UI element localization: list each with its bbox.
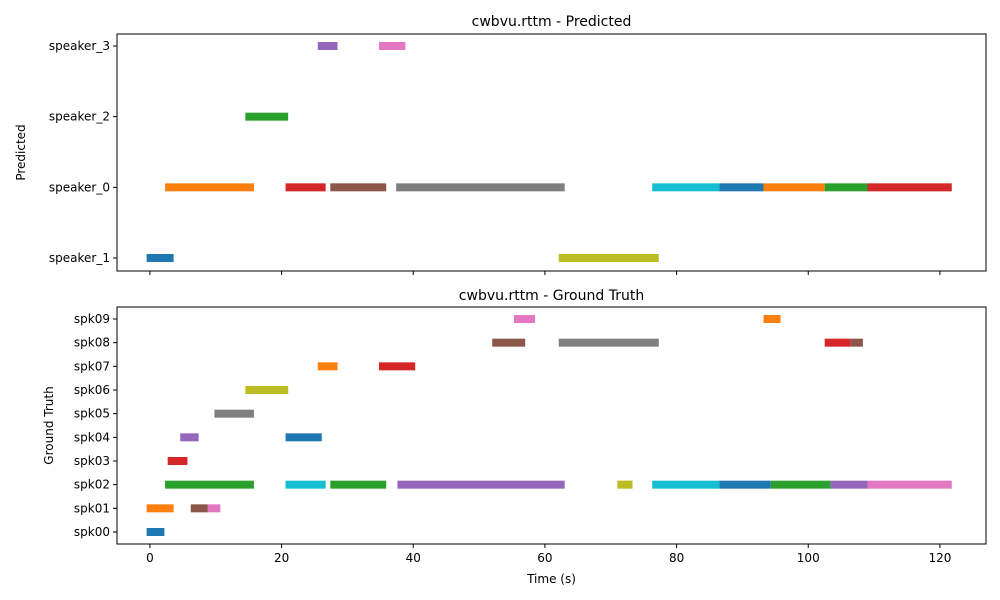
ground-truth-y-axis-label: Ground Truth [42,386,56,464]
segment-bar [165,183,254,192]
x-tick-label: 0 [146,551,154,565]
y-tick-label: spk07 [74,359,110,373]
segment-bar [558,338,659,347]
segment-bar [167,457,188,465]
segment-bar [285,433,322,442]
segment-bar [245,112,289,121]
segment-bar [763,315,781,323]
predicted-title: cwbvu.rttm - Predicted [472,14,632,30]
segment-bar [396,183,565,192]
y-tick-label: speaker_2 [49,110,110,124]
segments-group [146,315,952,536]
segment-bar [379,42,406,50]
segment-bar [146,504,174,513]
ground-truth-title: cwbvu.rttm - Ground Truth [459,288,644,304]
segment-bar [165,480,254,489]
plot-frame [116,33,987,272]
segments-group [146,42,952,262]
segment-bar [317,42,338,50]
y-tick-label: spk00 [74,525,110,539]
segment-bar [379,362,416,371]
segment-bar [867,183,952,192]
segment-bar [719,480,771,489]
segment-bar [214,409,254,418]
x-tick-label: 100 [797,551,820,565]
segment-bar [190,504,208,513]
segment-bar [317,362,338,371]
segment-bar [824,338,851,347]
segment-bar [763,183,825,192]
y-tick-label: spk02 [74,478,110,492]
segment-bar [245,386,289,394]
y-tick-label: speaker_1 [49,251,110,265]
x-tick-label: 20 [274,551,289,565]
segment-bar [397,480,565,489]
y-tick-label: spk03 [74,454,110,468]
y-tick-label: spk05 [74,407,110,421]
y-tick-label: spk08 [74,336,110,350]
y-tick-label: spk01 [74,501,110,515]
y-tick-label: speaker_0 [49,180,110,194]
segment-bar [492,338,526,347]
segment-bar [850,338,863,347]
x-tick-label: 80 [669,551,684,565]
segment-bar [652,183,720,192]
segment-bar [146,254,174,262]
ground-truth-panel: cwbvu.rttm - Ground Truth Ground Truth T… [42,288,987,586]
predicted-panel: cwbvu.rttm - Predicted Predicted speaker… [14,14,987,275]
segment-bar [285,183,326,192]
y-tick-label: spk04 [74,430,110,444]
segment-bar [617,480,633,489]
plot-frame [116,306,987,545]
segment-bar [180,433,199,442]
x-tick-label: 120 [928,551,951,565]
segment-bar [513,315,536,323]
y-tick-label: spk09 [74,312,110,326]
segment-bar [330,183,387,192]
y-tick-label: speaker_3 [49,39,110,53]
segment-bar [652,480,720,489]
segment-bar [770,480,831,489]
segment-bar [558,254,659,262]
segment-bar [719,183,764,192]
y-tick-label: spk06 [74,383,110,397]
segment-bar [285,480,326,489]
segment-bar [830,480,868,489]
segment-bar [824,183,868,192]
segment-bar [867,480,952,489]
x-tick-label: 40 [406,551,421,565]
predicted-y-axis-label: Predicted [14,124,28,180]
segment-bar [330,480,387,489]
segment-bar [207,504,221,513]
segment-bar [146,528,165,536]
ground-truth-x-axis-label: Time (s) [526,572,576,586]
x-tick-label: 60 [537,551,552,565]
